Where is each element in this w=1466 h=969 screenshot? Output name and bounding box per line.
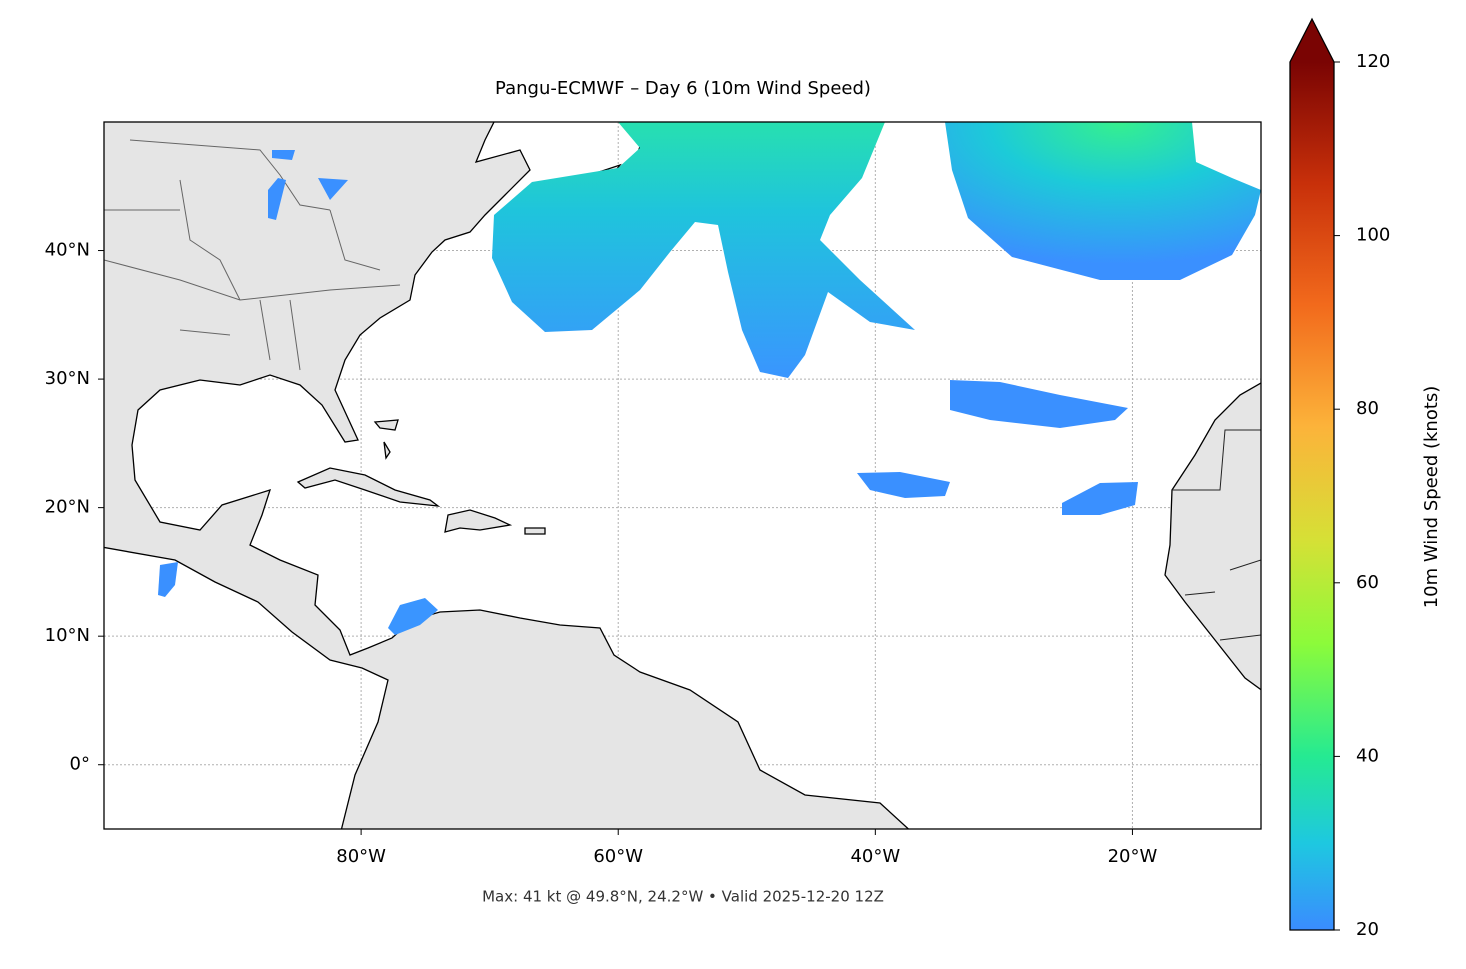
wind-region [388,598,438,635]
wind-region [268,150,348,220]
colorbar-tick-label: 100 [1356,225,1390,246]
colorbar-tick-label: 80 [1356,398,1379,419]
colorbar [1290,62,1334,930]
footnote: Max: 41 kt @ 49.8°N, 24.2°W • Valid 2025… [482,888,884,906]
x-tick-label: 40°W [850,846,900,867]
map-area [104,122,1261,829]
colorbar-tick-label: 120 [1356,51,1390,72]
wind-region [1062,482,1138,515]
wind-region [158,562,178,597]
wind-region [492,122,915,378]
wind-region [945,122,1261,280]
colorbar-tick-label: 40 [1356,745,1379,766]
colorbar-tick-label: 60 [1356,572,1379,593]
map-frame [103,121,1262,830]
x-tick-label: 60°W [593,846,643,867]
y-tick-label: 40°N [45,240,90,261]
y-tick-label: 0° [70,754,90,775]
state-borders [104,139,401,371]
land-puerto-rico [524,527,546,535]
land-hispaniola [444,509,513,533]
colorbar-extend [1290,19,1334,62]
x-tick-label: 20°W [1108,846,1158,867]
land-cuba [296,467,441,507]
y-tick-label: 10°N [45,625,90,646]
y-tick-label: 30°N [45,368,90,389]
wind-region [950,380,1128,428]
land-americas [104,122,910,829]
colorbar-frame [1289,17,1335,931]
title: Pangu-ECMWF – Day 6 (10m Wind Speed) [495,78,871,99]
y-tick-label: 20°N [45,497,90,518]
land-africa [1164,382,1261,691]
wind-region [857,472,950,498]
x-tick-label: 80°W [336,846,386,867]
colorbar-label: 10m Wind Speed (knots) [1421,386,1442,609]
colorbar-tick-label: 20 [1356,919,1379,940]
country-borders [1172,429,1261,641]
land-bahamas [373,419,399,460]
